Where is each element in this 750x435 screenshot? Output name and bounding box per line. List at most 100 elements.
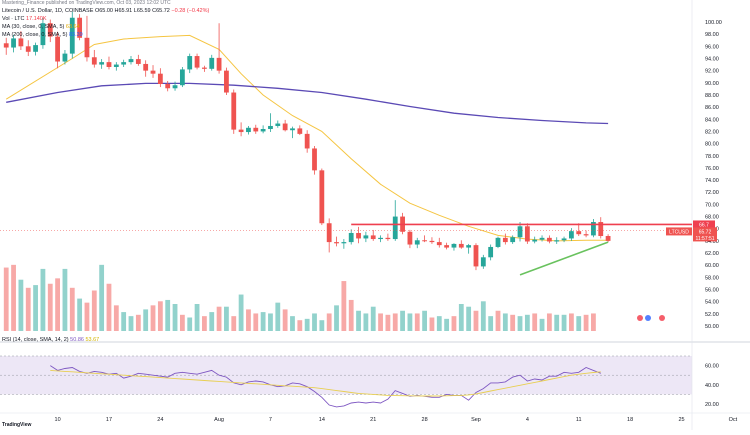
volume-bar (84, 302, 90, 331)
volume-bar (334, 305, 339, 331)
candle-body (224, 70, 229, 93)
candle-body (569, 231, 574, 239)
ma30-line (5, 34, 609, 242)
candle-body (436, 242, 442, 246)
volume-bar (157, 301, 163, 331)
candle-body (99, 62, 105, 65)
candle-body (260, 129, 266, 132)
candle-body (524, 226, 530, 242)
volume-bar (370, 306, 376, 331)
symbol-header: Litecoin / U.S. Dollar, 1D, COINBASE O65… (2, 8, 209, 15)
volume-bar (458, 304, 464, 331)
volume-bar (62, 268, 68, 331)
volume-bar (591, 313, 596, 331)
ma200-legend-value: 83.39 (68, 32, 83, 38)
candle-body (238, 129, 244, 133)
rsi-legend: RSI (14, close, SMA, 14, 2) 50.86 53.67 (2, 337, 99, 344)
volume-bar (172, 304, 178, 331)
event-marker-icon[interactable] (659, 315, 665, 321)
price-tick-label: 100.00 (705, 20, 722, 26)
resistance-tag: 66.7 (699, 222, 709, 228)
candle-body (341, 242, 347, 244)
price-tick-label: 62.00 (705, 251, 719, 257)
price-tick-label: 98.00 (705, 32, 719, 38)
volume-bar (422, 310, 427, 331)
price-tick-label: 76.00 (705, 166, 719, 172)
volume-bar (451, 316, 457, 331)
candle-body (69, 17, 75, 54)
volume-bar (517, 316, 523, 331)
price-tick-label: 88.00 (705, 93, 719, 99)
volume-bar (260, 312, 266, 331)
volume-bar (275, 302, 281, 331)
volume-bar (253, 313, 259, 331)
volume-bar (187, 317, 193, 331)
ma200-legend-label[interactable]: MA (200, close, 0, SMA, 5) (2, 32, 68, 38)
volume-bar (113, 305, 119, 331)
candle-body (473, 245, 479, 267)
symbol-tag-bg (666, 227, 692, 236)
candle-body (502, 237, 508, 243)
tradingview-brand[interactable]: TradingView (2, 422, 32, 428)
price-tick-label: 70.00 (705, 202, 719, 208)
symbol-title[interactable]: Litecoin / U.S. Dollar, 1D, COINBASE (2, 8, 94, 14)
candle-body (429, 240, 435, 243)
volume-bar (524, 314, 530, 331)
candle-body (290, 128, 295, 131)
time-tick-label: 25 (678, 417, 684, 423)
time-tick-label: 18 (627, 417, 633, 423)
price-tick-label: 80.00 (705, 142, 719, 148)
candle-body (40, 23, 46, 46)
volume-bar (532, 313, 538, 331)
volume-bar (33, 285, 38, 331)
volume-bar (561, 314, 567, 331)
candle-body (605, 236, 611, 241)
candle-body (47, 23, 53, 37)
candle-body (84, 37, 90, 58)
candle-body (348, 232, 354, 243)
price-tick-label: 64.00 (705, 239, 719, 245)
time-tick-label: 21 (370, 417, 376, 423)
volume-bar (510, 314, 516, 331)
volume-bar (3, 267, 9, 331)
volume-bar (224, 306, 229, 331)
candle-body (356, 232, 361, 239)
rsi-legend-label[interactable]: RSI (14, close, SMA, 14, 2) (2, 337, 69, 343)
candle-body (532, 239, 538, 242)
candle-body (91, 57, 97, 65)
volume-bar (576, 316, 582, 331)
candle-body (25, 46, 31, 52)
volume-bar (231, 316, 237, 331)
time-tick-label: Oct (729, 417, 738, 423)
time-tick-label: 10 (55, 417, 61, 423)
candle-body (334, 242, 339, 244)
volume-bar (238, 294, 244, 331)
volume-legend-label[interactable]: Vol · LTC (2, 16, 25, 22)
candle-body (546, 237, 552, 242)
time-tick-label: 11 (576, 417, 582, 423)
volume-bar (385, 314, 391, 331)
candle-body (209, 57, 215, 69)
event-marker-icon[interactable] (645, 315, 651, 321)
candle-body (591, 222, 596, 236)
candle-body (275, 123, 281, 126)
volume-bar (143, 309, 149, 331)
volume-bar (348, 299, 354, 331)
support-trendline[interactable] (519, 241, 609, 276)
event-marker-icon[interactable] (637, 315, 643, 321)
volume-bar (297, 320, 303, 331)
candle-body (539, 237, 545, 240)
candle-body (422, 240, 427, 242)
volume-bar (216, 306, 222, 331)
volume-bar (502, 313, 508, 331)
volume-bar (69, 287, 75, 331)
volume-bar (480, 301, 486, 331)
volume-bar (18, 279, 24, 331)
candle-body (246, 127, 251, 133)
candle-body (414, 240, 420, 245)
volume-bar (341, 281, 347, 331)
candle-body (3, 43, 9, 48)
ma30-legend-label[interactable]: MA (30, close, 0, SMA, 5) (2, 24, 65, 30)
candle-body (231, 92, 237, 130)
